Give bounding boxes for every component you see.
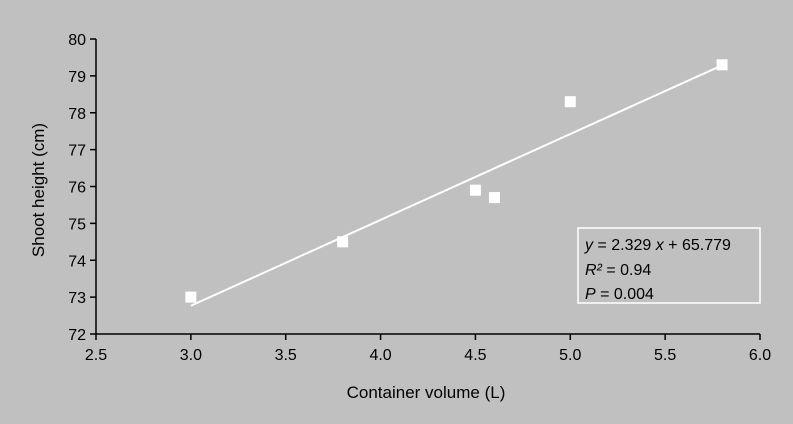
y-tick-label: 73 xyxy=(68,290,86,307)
x-tick-label: 3.0 xyxy=(180,347,202,364)
data-point xyxy=(469,184,481,196)
r-squared-value: = 0.94 xyxy=(602,262,651,279)
x-axis-ticks: 2.5 3.0 3.5 4.0 4.5 5.0 5.5 6.0 xyxy=(85,334,771,364)
x-tick-label: 5.0 xyxy=(559,347,581,364)
annotation-box xyxy=(577,227,761,304)
y-axis-ticks: 72 73 74 75 76 77 78 79 80 xyxy=(68,32,96,344)
y-tick-label: 78 xyxy=(68,106,86,123)
y-tick-label: 76 xyxy=(68,180,86,197)
y-tick-label: 74 xyxy=(68,253,86,270)
r-squared-label: R² xyxy=(585,262,603,279)
equation-y-var: y xyxy=(584,237,594,254)
trendline xyxy=(190,64,723,307)
trendline-group xyxy=(190,64,723,307)
p-value-label: P xyxy=(585,286,596,303)
y-tick-label: 79 xyxy=(68,69,86,86)
x-tick-label: 5.5 xyxy=(654,347,676,364)
p-value-text: P = 0.004 xyxy=(585,286,654,303)
y-tick-label: 75 xyxy=(68,216,86,233)
y-tick-label: 77 xyxy=(68,143,86,160)
data-point xyxy=(185,291,197,303)
data-point xyxy=(337,236,349,248)
data-point xyxy=(564,96,576,108)
equation-coefficient: = 2.329 xyxy=(593,237,656,254)
r-squared-text: R² = 0.94 xyxy=(585,262,651,279)
equation-x-var: x xyxy=(655,237,665,254)
x-tick-label: 2.5 xyxy=(85,347,107,364)
data-point xyxy=(488,192,500,204)
x-axis-label: Container volume (L) xyxy=(347,383,506,402)
y-tick-label: 80 xyxy=(68,32,86,49)
data-point xyxy=(716,59,728,71)
x-tick-label: 4.5 xyxy=(464,347,486,364)
y-axis-label: Shoot height (cm) xyxy=(29,123,48,257)
y-tick-label: 72 xyxy=(68,327,86,344)
x-tick-label: 4.0 xyxy=(369,347,391,364)
data-points xyxy=(185,59,728,303)
equation-intercept: + 65.779 xyxy=(664,237,731,254)
x-tick-label: 3.5 xyxy=(275,347,297,364)
x-tick-label: 6.0 xyxy=(749,347,771,364)
equation-text: y = 2.329 x + 65.779 xyxy=(584,237,731,254)
p-value-value: = 0.004 xyxy=(596,286,654,303)
regression-annotation: y = 2.329 x + 65.779 R² = 0.94 P = 0.004 xyxy=(577,227,761,304)
